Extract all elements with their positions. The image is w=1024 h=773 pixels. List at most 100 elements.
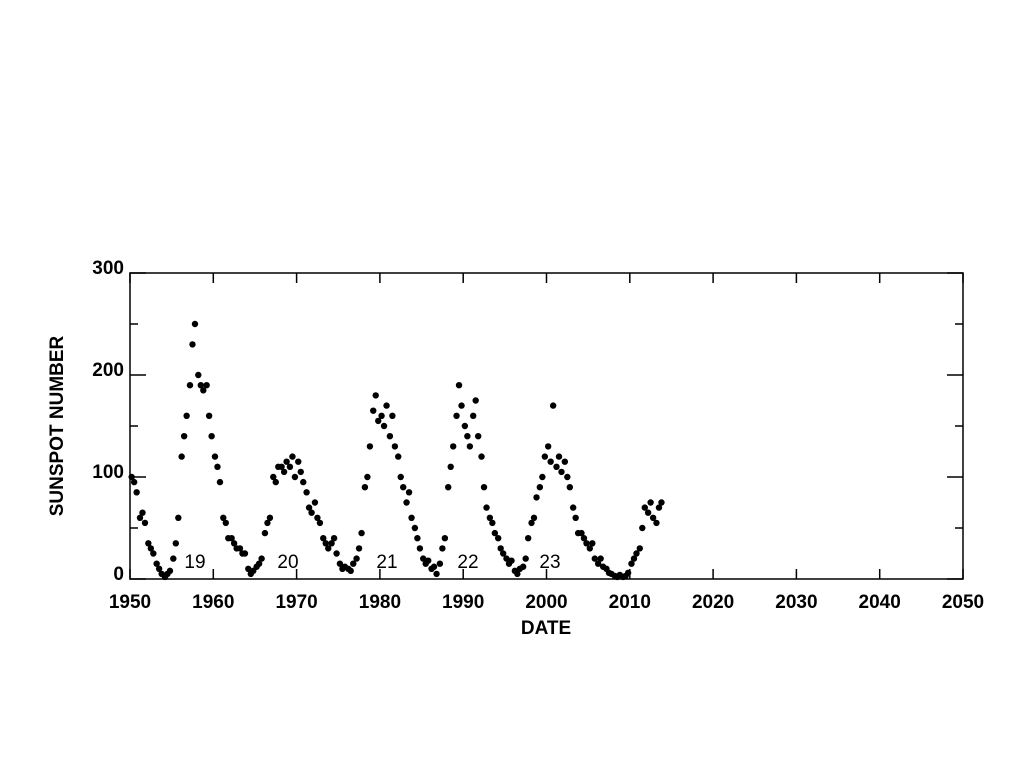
data-point xyxy=(436,560,444,567)
y-tick-label: 100 xyxy=(92,462,124,483)
data-point xyxy=(289,453,296,460)
data-point xyxy=(308,509,315,516)
data-point xyxy=(397,473,404,481)
data-point xyxy=(458,402,465,409)
data-point xyxy=(153,560,160,567)
data-point xyxy=(491,529,499,537)
cycle-label: 19 xyxy=(184,552,205,573)
data-point xyxy=(208,433,215,440)
data-point xyxy=(261,529,269,537)
data-point xyxy=(358,529,365,537)
data-point xyxy=(403,499,410,506)
data-point xyxy=(361,484,369,491)
x-tick-label: 2020 xyxy=(692,592,734,613)
data-point xyxy=(220,514,227,521)
data-point xyxy=(200,387,207,394)
data-point xyxy=(139,509,146,516)
data-point xyxy=(561,458,569,465)
data-point xyxy=(489,519,496,527)
data-point xyxy=(286,463,294,470)
data-point xyxy=(372,392,379,399)
data-point xyxy=(655,504,663,511)
data-point xyxy=(628,560,635,567)
data-point xyxy=(322,540,329,547)
data-point xyxy=(441,535,449,542)
data-point xyxy=(572,514,579,521)
data-point xyxy=(295,458,302,465)
data-point xyxy=(270,473,277,481)
data-point xyxy=(280,468,288,476)
data-point xyxy=(455,382,463,389)
data-point xyxy=(633,550,640,557)
data-point xyxy=(472,397,479,404)
data-point xyxy=(128,473,135,481)
data-point xyxy=(283,458,290,465)
data-point xyxy=(453,412,460,419)
data-point xyxy=(416,545,424,552)
data-point xyxy=(191,320,199,328)
data-point xyxy=(166,567,174,575)
data-point xyxy=(186,382,194,389)
data-point xyxy=(480,484,488,491)
data-point xyxy=(547,458,554,465)
data-point xyxy=(133,489,140,496)
data-point xyxy=(474,433,482,440)
data-point xyxy=(230,540,238,547)
data-point xyxy=(524,535,532,542)
data-point xyxy=(430,563,438,570)
data-point xyxy=(447,463,454,470)
data-point xyxy=(483,504,490,511)
data-point xyxy=(639,524,646,532)
data-point xyxy=(649,514,657,521)
data-point xyxy=(445,484,452,491)
data-point xyxy=(539,473,546,481)
data-point xyxy=(597,555,604,562)
data-point xyxy=(211,453,219,460)
data-point xyxy=(258,555,265,562)
data-point xyxy=(314,514,321,521)
x-tick-label: 1990 xyxy=(442,592,484,613)
data-point xyxy=(528,519,535,527)
data-point xyxy=(461,422,469,430)
data-point xyxy=(624,569,632,577)
data-point xyxy=(541,453,549,460)
data-point xyxy=(272,478,279,486)
data-point xyxy=(494,535,502,542)
data-point xyxy=(389,412,396,419)
data-point xyxy=(305,504,313,511)
data-point xyxy=(386,433,394,440)
data-point xyxy=(180,433,188,440)
data-point xyxy=(353,555,360,562)
data-point xyxy=(566,484,574,491)
data-point xyxy=(336,560,344,567)
data-point xyxy=(355,545,363,552)
data-point xyxy=(291,473,299,481)
data-point xyxy=(478,453,485,460)
cycle-label: 21 xyxy=(376,552,397,573)
data-point xyxy=(469,412,477,419)
data-point xyxy=(408,514,415,521)
data-point xyxy=(569,504,577,511)
data-point xyxy=(325,545,332,552)
data-point xyxy=(589,540,596,547)
data-point xyxy=(411,524,419,532)
data-point xyxy=(328,540,335,547)
data-point xyxy=(183,412,190,419)
data-point xyxy=(647,499,654,506)
data-point xyxy=(564,473,571,481)
y-axis-label: SUNSPOT NUMBER xyxy=(47,335,68,516)
data-point xyxy=(141,519,149,527)
data-point xyxy=(580,535,588,542)
data-point xyxy=(197,382,205,389)
data-point xyxy=(425,557,432,564)
y-tick-label: 200 xyxy=(92,360,124,381)
data-point xyxy=(383,402,390,409)
data-point xyxy=(644,509,652,516)
data-point xyxy=(350,560,357,567)
data-point xyxy=(236,545,244,552)
data-point xyxy=(320,535,327,542)
cycle-label: 22 xyxy=(457,552,478,573)
data-point xyxy=(439,545,446,552)
y-tick-label: 300 xyxy=(92,258,124,279)
data-point xyxy=(530,514,538,521)
